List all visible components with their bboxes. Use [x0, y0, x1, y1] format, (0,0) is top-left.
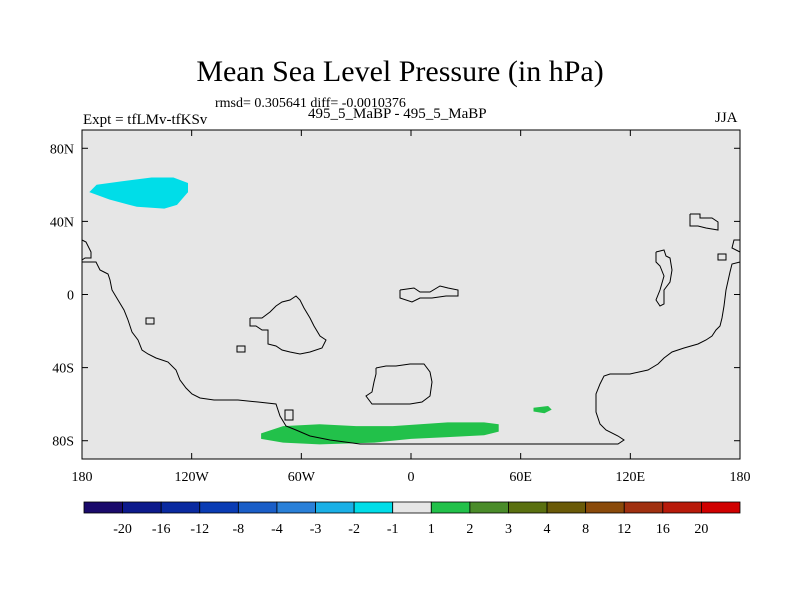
- colorbar-label: 20: [694, 522, 708, 537]
- coastline-east-strip: [655, 249, 673, 307]
- colorbar-label: -4: [271, 522, 283, 537]
- stats-line: rmsd= 0.305641 diff= -0.0010376: [215, 96, 406, 111]
- anomaly-region-2: [533, 406, 552, 414]
- colorbar-label: 12: [617, 522, 631, 537]
- anomaly-region-0: [89, 177, 188, 209]
- island-c: [717, 253, 727, 261]
- coastline-south-america: [81, 239, 92, 261]
- coastline-americas: [82, 261, 741, 445]
- colorbar-swatch: [276, 501, 316, 514]
- colorbar-label: 1: [428, 522, 435, 537]
- season-label: JJA: [715, 110, 738, 126]
- anomaly-region-1: [261, 422, 499, 445]
- colorbar-label: 4: [544, 522, 551, 537]
- colorbar: -20 -16 -12 -8 -4 -3 -2 -1 1 2 3 4 8 12 16 20: [83, 501, 741, 537]
- colorbar-label: 2: [466, 522, 473, 537]
- axes: 180 120W 60W 0 60E 120E 180 80S 40S 0 40N 80N: [50, 130, 751, 485]
- y-tick-label: 40S: [52, 362, 74, 377]
- colorbar-label: -20: [113, 522, 132, 537]
- x-tick-label: 60W: [288, 470, 316, 485]
- coastline-equatorial-island: [399, 285, 459, 303]
- colorbar-swatch: [122, 501, 162, 514]
- colorbar-label: 16: [656, 522, 670, 537]
- colorbar-swatch: [392, 501, 432, 514]
- coastline-central-landmass: [249, 295, 327, 355]
- y-tick-label: 80N: [50, 142, 74, 157]
- y-tick-label: 40N: [50, 215, 74, 230]
- colorbar-swatch: [315, 501, 355, 514]
- island-d: [284, 409, 294, 421]
- colorbar-swatch: [469, 501, 509, 514]
- x-tick-label: 180: [72, 470, 93, 485]
- coastline-right-edge: [731, 239, 741, 253]
- island-b: [236, 345, 246, 353]
- colorbar-swatch: [160, 501, 201, 514]
- colorbar-swatch: [508, 501, 548, 514]
- colorbar-label: -2: [348, 522, 360, 537]
- colorbar-label: 8: [582, 522, 589, 537]
- colorbar-swatch: [585, 501, 625, 514]
- x-tick-label: 120E: [616, 470, 646, 485]
- colorbar-label: 3: [505, 522, 512, 537]
- x-tick-label: 180: [730, 470, 751, 485]
- colorbar-label: -16: [152, 522, 171, 537]
- colorbar-swatch: [353, 501, 394, 514]
- y-tick-label: 0: [67, 289, 74, 304]
- map-background: [82, 130, 740, 459]
- coastline-southern-landmass: [365, 363, 433, 405]
- colorbar-label: -3: [310, 522, 322, 537]
- island-a: [145, 317, 155, 325]
- colorbar-swatch: [701, 501, 741, 514]
- colorbar-swatch: [546, 501, 587, 514]
- coastlines: [81, 213, 741, 445]
- colorbar-swatch: [83, 501, 123, 514]
- colorbar-swatch: [430, 501, 471, 514]
- chart-title: Mean Sea Level Pressure (in hPa): [196, 55, 604, 88]
- chart-subtitle: 495_5_MaBP - 495_5_MaBP: [308, 106, 487, 122]
- colorbar-label: -12: [190, 522, 209, 537]
- anomaly-regions: [89, 177, 552, 445]
- x-tick-label: 0: [408, 470, 415, 485]
- colorbar-swatch: [199, 501, 239, 514]
- x-tick-label: 60E: [509, 470, 532, 485]
- experiment-label: Expt = tfLMv-tfKSv: [83, 112, 208, 128]
- colorbar-label: -1: [387, 522, 399, 537]
- colorbar-label: -8: [233, 522, 245, 537]
- coastline-north-east: [689, 213, 719, 231]
- x-tick-label: 120W: [175, 470, 210, 485]
- y-tick-label: 80S: [52, 435, 74, 450]
- colorbar-swatch: [662, 501, 702, 514]
- colorbar-swatch: [237, 501, 278, 514]
- colorbar-swatch: [623, 501, 664, 514]
